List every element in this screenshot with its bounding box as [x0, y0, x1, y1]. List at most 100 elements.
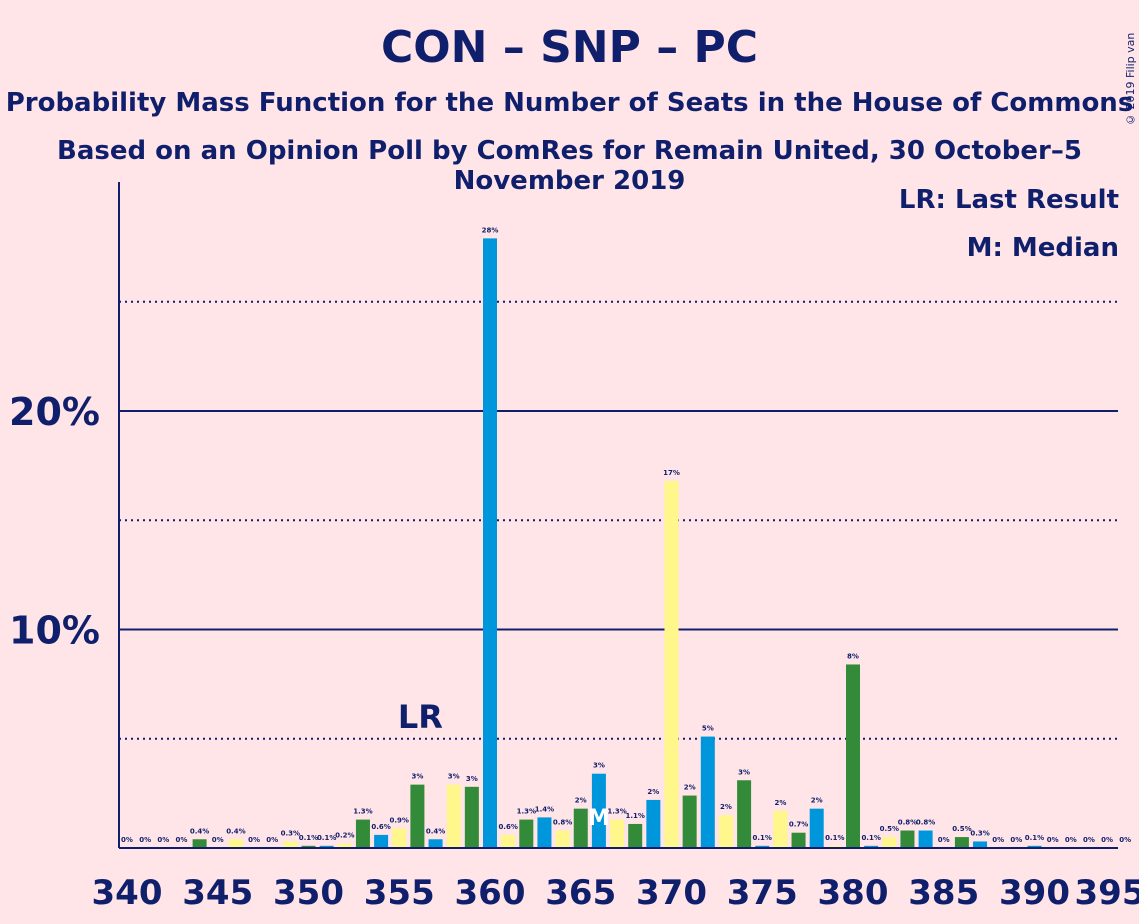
bar-seat-359: [464, 786, 479, 848]
bar-seat-374: [737, 780, 752, 848]
bar-seat-371: [682, 795, 697, 848]
bar-seat-363: [537, 817, 552, 848]
bar-seat-354: [374, 834, 389, 848]
bar-value-label: 3%: [738, 768, 750, 776]
bar-value-label: 1.1%: [625, 812, 644, 820]
bar-value-label: 3%: [411, 773, 423, 781]
bar-seat-365: [573, 808, 588, 848]
chart-subtitle: Probability Mass Function for the Number…: [5, 88, 1134, 118]
x-tick-label: 340: [92, 873, 163, 913]
median-marker: M: [588, 806, 610, 831]
bar-value-label: 0%: [1010, 836, 1022, 844]
bar-value-label: 0%: [1047, 836, 1059, 844]
x-tick-label: 390: [999, 873, 1070, 913]
bar-seat-373: [718, 815, 733, 848]
bar-seat-360: [483, 238, 497, 848]
bar-value-label: 0.4%: [426, 827, 445, 835]
bar-value-label: 0.3%: [281, 829, 300, 837]
x-tick-label: 350: [273, 873, 344, 913]
bar-value-label: 0.7%: [789, 821, 808, 829]
bar-value-label: 0%: [176, 836, 188, 844]
bar-seat-351: [319, 845, 334, 848]
x-tick-label: 360: [455, 873, 526, 913]
bar-seat-367: [610, 819, 625, 848]
bar-seat-361: [501, 834, 516, 848]
bar-value-label: 0.8%: [916, 819, 935, 827]
bar-seat-362: [519, 819, 534, 848]
bar-seat-372: [700, 736, 715, 848]
bar-value-label: 2%: [774, 799, 786, 807]
bar-value-label: 0%: [266, 836, 278, 844]
x-tick-label: 385: [908, 873, 979, 913]
bar-value-label: 2%: [811, 797, 823, 805]
bar-seat-364: [555, 830, 570, 848]
bar-seat-376: [773, 810, 788, 848]
bar-value-label: 0.1%: [825, 834, 844, 842]
bar-value-label: 0.1%: [317, 834, 336, 842]
bar-seat-390: [1027, 845, 1042, 848]
y-tick-label: 20%: [9, 390, 100, 434]
bar-value-label: 0.1%: [861, 834, 880, 842]
bar-seat-349: [283, 841, 298, 848]
x-tick-label: 365: [545, 873, 616, 913]
bar-value-label: 0.6%: [371, 823, 390, 831]
bar-value-label: 0.3%: [970, 829, 989, 837]
bar-seat-350: [301, 845, 316, 848]
bar-value-label: 0.5%: [952, 825, 971, 833]
bar-seat-378: [809, 808, 824, 848]
bar-value-label: 8%: [847, 652, 859, 660]
bar-value-label: 0%: [212, 836, 224, 844]
bar-seat-386: [954, 837, 969, 848]
bar-value-label: 5%: [702, 725, 714, 733]
bar-seat-387: [973, 841, 988, 848]
bar-seat-382: [882, 837, 897, 848]
x-tick-label: 395: [1075, 873, 1139, 913]
bar-seat-375: [755, 845, 770, 848]
y-tick-label: 10%: [9, 609, 100, 653]
bar-value-label: 3%: [466, 775, 478, 783]
bar-value-label: 28%: [482, 226, 499, 234]
bar-value-label: 1.4%: [535, 805, 554, 813]
bar-value-label: 0.1%: [1025, 834, 1044, 842]
bar-value-label: 2%: [575, 797, 587, 805]
bar-value-label: 17%: [663, 469, 680, 477]
bar-value-label: 0.5%: [880, 825, 899, 833]
bar-seat-357: [428, 839, 443, 848]
x-tick-label: 380: [818, 873, 889, 913]
bar-value-label: 2%: [684, 784, 696, 792]
bar-seat-384: [918, 830, 933, 848]
bar-value-label: 0%: [1065, 836, 1077, 844]
bar-value-label: 0%: [157, 836, 169, 844]
bar-value-label: 3%: [593, 762, 605, 770]
bar-value-label: 2%: [647, 788, 659, 796]
bar-seat-379: [827, 845, 842, 848]
x-tick-label: 370: [636, 873, 707, 913]
legend-median: M: Median: [966, 233, 1119, 263]
bar-value-label: 0.1%: [753, 834, 772, 842]
bar-seat-377: [791, 832, 806, 848]
bar-seat-353: [355, 819, 370, 848]
bar-seat-370: [664, 480, 679, 848]
bar-value-label: 0.1%: [299, 834, 318, 842]
bar-value-label: 0%: [1101, 836, 1113, 844]
bar-seat-381: [864, 845, 879, 848]
bar-value-label: 1.3%: [517, 808, 536, 816]
bar-seat-346: [228, 839, 243, 848]
bar-value-label: 1.3%: [607, 808, 626, 816]
bar-seat-358: [446, 784, 461, 848]
bar-value-label: 0%: [992, 836, 1004, 844]
legend-last-result: LR: Last Result: [898, 185, 1119, 215]
bar-value-label: 0.4%: [190, 827, 209, 835]
bar-value-label: 0%: [248, 836, 260, 844]
bar-value-label: 0.6%: [498, 823, 517, 831]
bar-value-label: 0.4%: [226, 827, 245, 835]
chart-title: CON – SNP – PC: [380, 22, 759, 73]
bar-seat-366: [591, 773, 606, 848]
bar-seat-356: [410, 784, 425, 848]
bar-seat-380: [846, 664, 860, 848]
bar-seat-369: [646, 799, 661, 848]
bar-seat-383: [900, 830, 915, 848]
x-tick-label: 355: [364, 873, 435, 913]
bar-value-label: 0%: [1119, 836, 1131, 844]
